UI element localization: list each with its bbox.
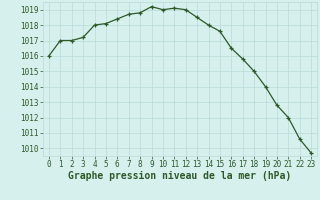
X-axis label: Graphe pression niveau de la mer (hPa): Graphe pression niveau de la mer (hPa) <box>68 171 292 181</box>
